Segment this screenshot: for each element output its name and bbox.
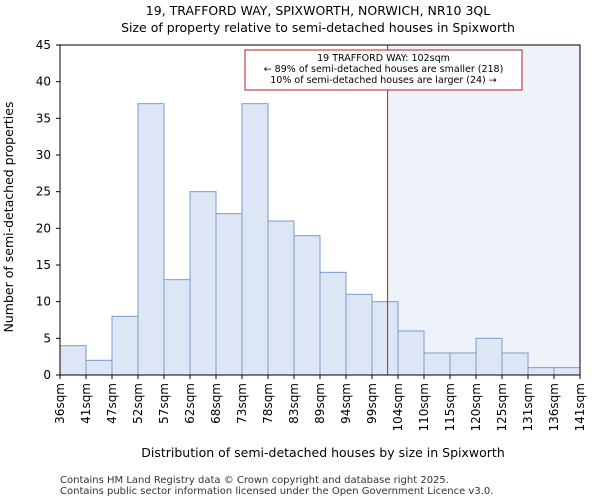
footer-line-2: Contains public sector information licen… — [60, 486, 493, 497]
x-tick-label: 136sqm — [547, 383, 561, 431]
bars-group — [59, 103, 581, 376]
x-tick-label: 73sqm — [235, 383, 249, 424]
y-tick-label: 25 — [36, 185, 51, 199]
x-axis-ticks: 36sqm 41sqm 47sqm 52sqm 57sqm 62sqm 68sqm 73sqm… — [53, 375, 587, 431]
bar-52sqm — [137, 103, 165, 376]
bar-94sqm — [345, 293, 373, 376]
x-tick-label: 125sqm — [495, 383, 509, 431]
y-axis-label: Number of semi-detached properties — [1, 102, 16, 333]
chart-title: 19, TRAFFORD WAY, SPIXWORTH, NORWICH, NR… — [146, 3, 490, 18]
annotation-line-1: 19 TRAFFORD WAY: 102sqm — [317, 53, 450, 64]
bar-47sqm — [111, 315, 139, 376]
x-tick-label: 78sqm — [261, 383, 275, 424]
y-tick-label: 45 — [36, 38, 51, 52]
x-tick-label: 131sqm — [521, 383, 535, 431]
x-tick-label: 99sqm — [365, 383, 379, 424]
footer-line-1: Contains HM Land Registry data © Crown c… — [60, 475, 449, 486]
bar-62sqm — [189, 191, 217, 376]
chart-subtitle: Size of property relative to semi-detach… — [121, 20, 515, 35]
y-tick-label: 35 — [36, 111, 51, 125]
x-tick-label: 83sqm — [287, 383, 301, 424]
bar-104sqm — [397, 330, 425, 376]
x-tick-label: 57sqm — [157, 383, 171, 424]
bar-99sqm — [371, 301, 399, 376]
x-axis-label: Distribution of semi-detached houses by … — [141, 445, 505, 460]
x-tick-label: 104sqm — [391, 383, 405, 431]
annotation-line-3: 10% of semi-detached houses are larger (… — [270, 75, 497, 86]
bar-68sqm — [215, 213, 243, 376]
y-tick-label: 30 — [36, 148, 51, 162]
bar-120sqm — [475, 337, 503, 376]
x-tick-label: 47sqm — [105, 383, 119, 424]
bar-78sqm — [267, 220, 295, 376]
bar-131sqm — [527, 367, 555, 376]
x-tick-label: 141sqm — [573, 383, 587, 431]
x-tick-label: 115sqm — [443, 383, 457, 431]
y-tick-label: 40 — [36, 75, 51, 89]
x-tick-label: 62sqm — [183, 383, 197, 424]
x-tick-label: 52sqm — [131, 383, 145, 424]
y-tick-label: 10 — [36, 295, 51, 309]
bar-125sqm — [501, 352, 529, 376]
bar-73sqm — [241, 103, 269, 376]
bar-41sqm — [85, 359, 113, 376]
bar-115sqm — [449, 352, 477, 376]
bar-57sqm — [163, 279, 191, 376]
x-tick-label: 110sqm — [417, 383, 431, 431]
bar-36sqm — [59, 345, 87, 376]
x-tick-label: 89sqm — [313, 383, 327, 424]
annotation-line-2: ← 89% of semi-detached houses are smalle… — [264, 64, 504, 75]
y-tick-label: 15 — [36, 258, 51, 272]
x-tick-label: 36sqm — [53, 383, 67, 424]
y-axis-ticks: 0 5 10 15 20 25 30 35 40 45 — [36, 38, 60, 382]
y-tick-label: 20 — [36, 221, 51, 235]
bar-89sqm — [319, 271, 347, 376]
bar-110sqm — [423, 352, 451, 376]
annotation-frame — [244, 49, 523, 91]
x-tick-label: 94sqm — [339, 383, 353, 424]
annotation-box: 19 TRAFFORD WAY: 102sqm ← 89% of semi-de… — [244, 49, 523, 91]
x-tick-label: 41sqm — [79, 383, 93, 424]
y-tick-label: 0 — [43, 368, 51, 382]
x-tick-label: 68sqm — [209, 383, 223, 424]
y-tick-label: 5 — [43, 331, 51, 345]
x-tick-label: 120sqm — [469, 383, 483, 431]
larger-houses-region — [387, 45, 580, 375]
bar-83sqm — [293, 235, 321, 376]
bar-136sqm — [553, 367, 581, 376]
